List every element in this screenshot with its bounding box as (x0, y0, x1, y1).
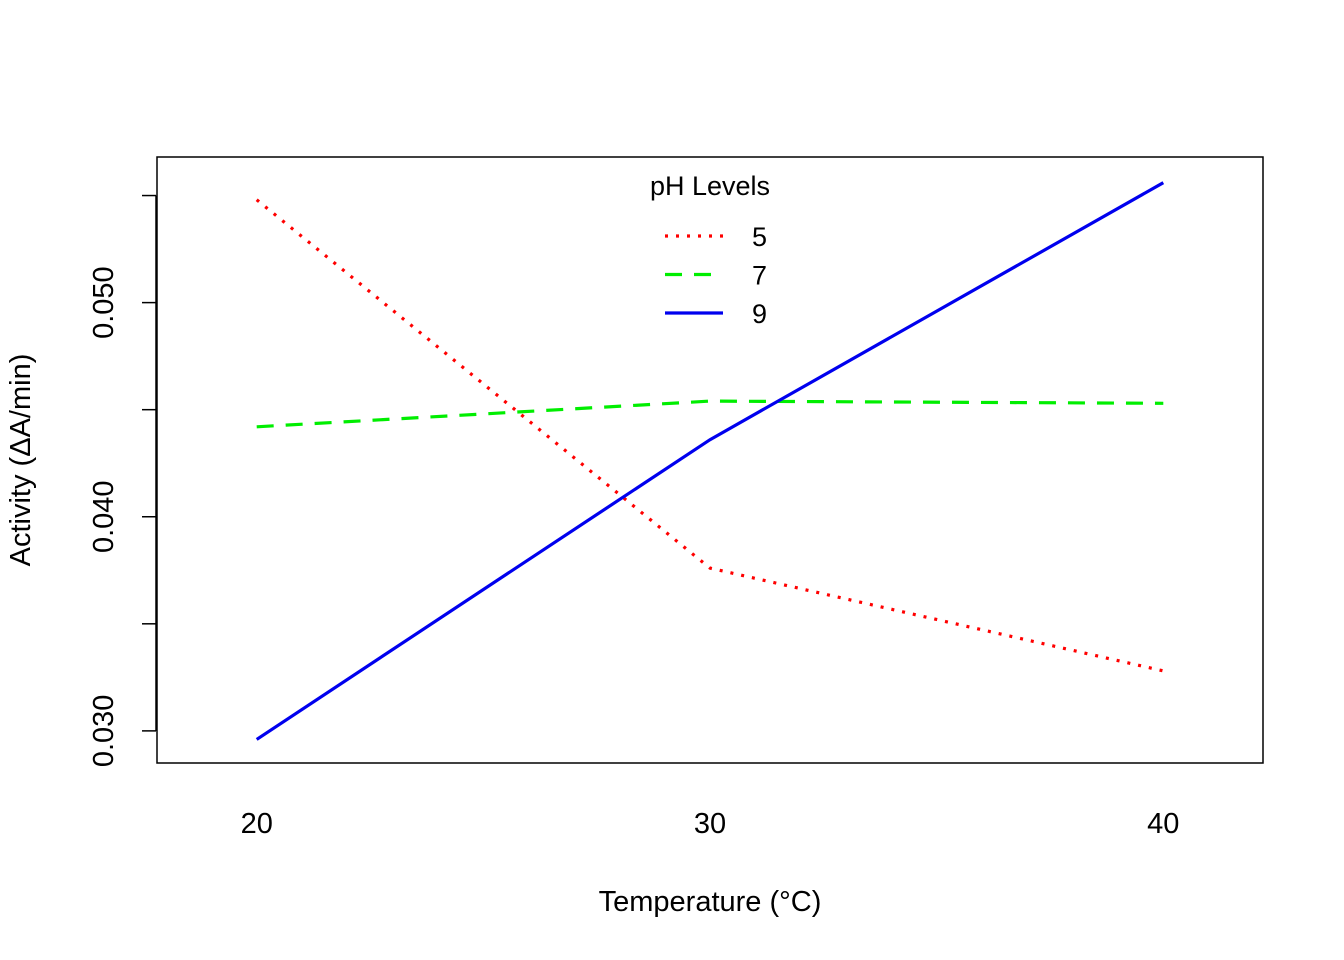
x-tick-label: 30 (694, 808, 726, 840)
y-axis: 0.030 0.040 0.050 (88, 194, 157, 768)
x-tick-label: 40 (1147, 808, 1179, 840)
legend-title: pH Levels (650, 171, 770, 201)
series-line-ph-7 (256, 399, 1164, 429)
y-tick-label: 0.050 (88, 266, 120, 339)
x-axis-label: Temperature (°C) (599, 886, 822, 918)
series-layer (255, 181, 1165, 741)
x-axis: 20 30 40 (241, 808, 1180, 840)
legend-item-ph-5: 5 (665, 222, 767, 252)
legend-item-ph-7: 7 (665, 261, 767, 291)
series-line-ph-9 (255, 181, 1165, 741)
plot-area-border (156, 156, 1264, 764)
legend-label: 5 (752, 222, 767, 252)
series-line-ph-5 (255, 198, 1164, 673)
y-axis-label: Activity (ΔA/min) (5, 354, 37, 567)
legend: pH Levels 5 7 9 (650, 171, 770, 329)
y-tick-label: 0.040 (88, 480, 120, 553)
legend-label: 7 (752, 261, 767, 291)
legend-label: 9 (752, 299, 767, 329)
y-tick-label: 0.030 (88, 695, 120, 768)
x-tick-label: 20 (241, 808, 273, 840)
legend-item-ph-9: 9 (665, 299, 767, 329)
